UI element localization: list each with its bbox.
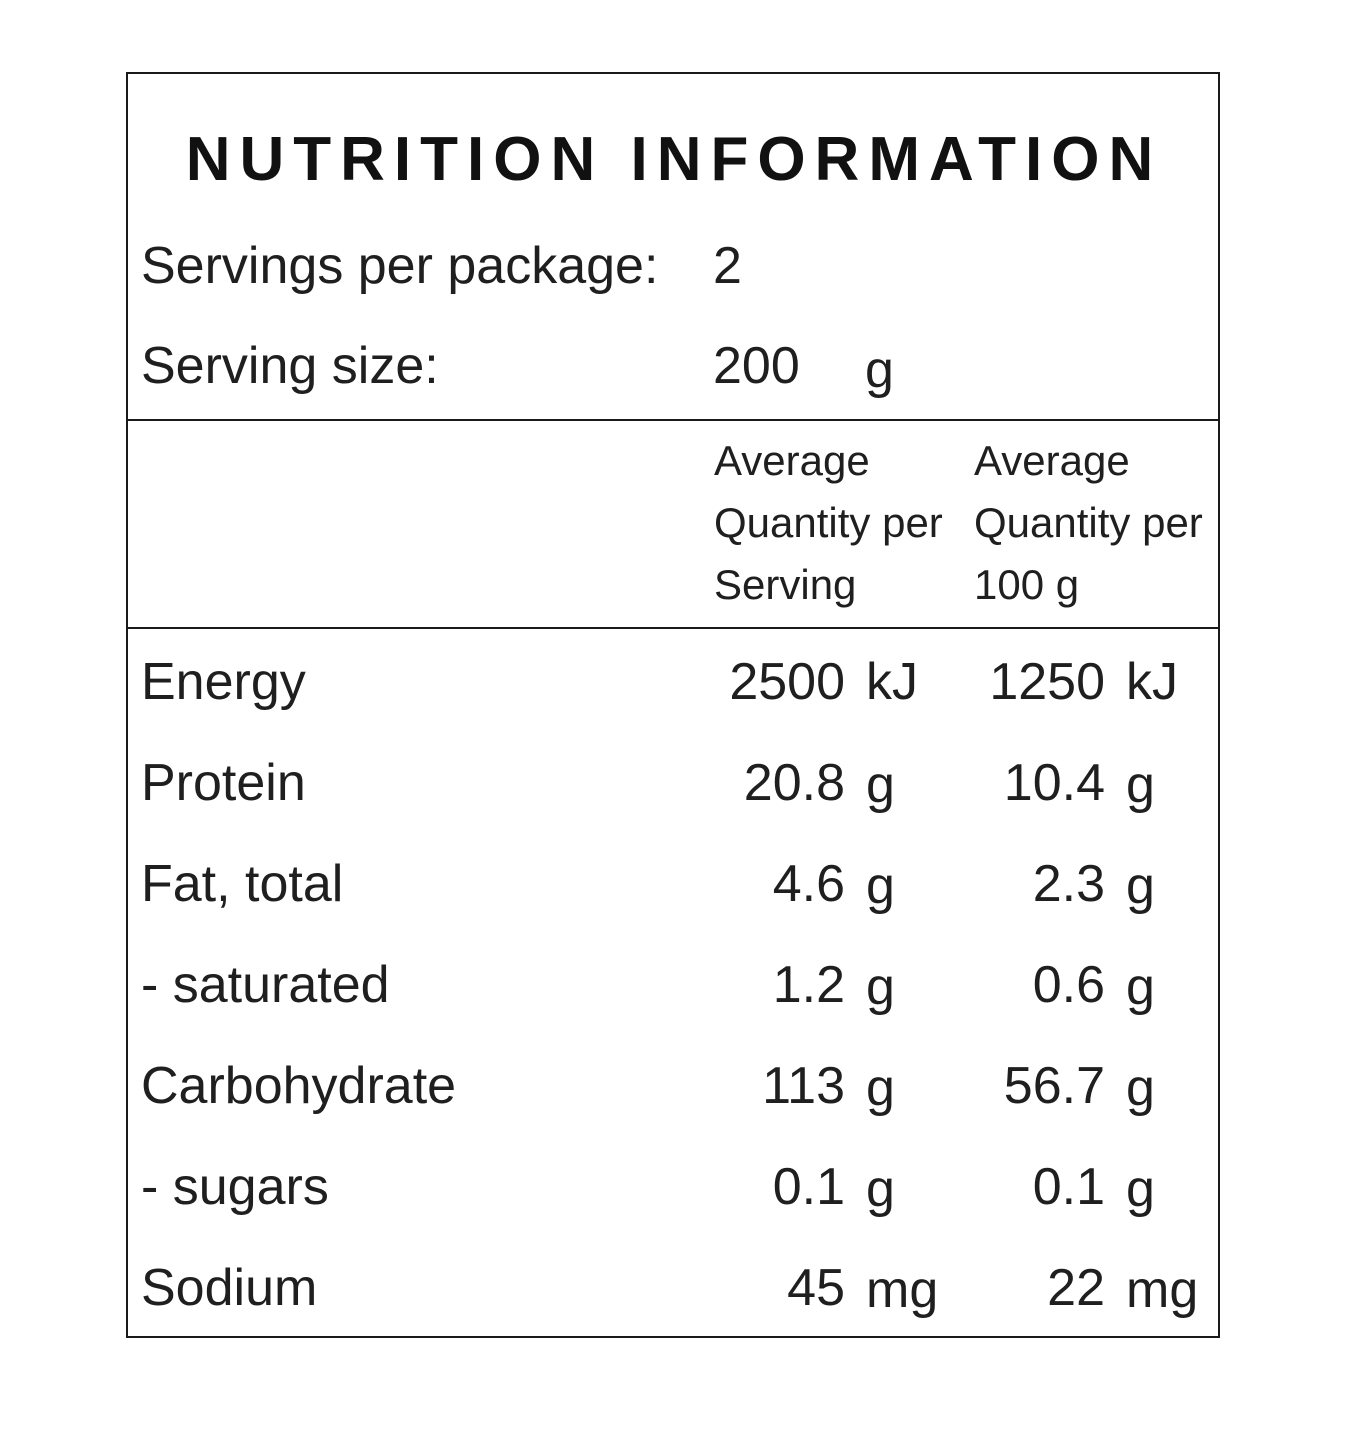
per-serving-value: 113: [762, 1057, 845, 1115]
nutrition-panel: [126, 72, 1220, 1338]
nutrient-name: Fat, total: [141, 855, 344, 913]
per-100g-unit: g: [1126, 958, 1155, 1016]
per-serving-unit: g: [866, 1059, 895, 1117]
serving-size-unit: g: [865, 341, 894, 399]
header-divider: [126, 419, 1220, 421]
per-100g-unit: g: [1126, 1059, 1155, 1117]
per-100g-value: 1250: [989, 653, 1105, 711]
per-serving-unit: g: [866, 958, 895, 1016]
per-serving-value: 2500: [729, 653, 845, 711]
per-100g-unit: g: [1126, 756, 1155, 814]
serving-size-value: 200: [713, 337, 800, 395]
per-100g-unit: kJ: [1126, 653, 1178, 711]
per-100g-unit: g: [1126, 1160, 1155, 1218]
nutrient-name: Protein: [141, 754, 306, 812]
per-serving-value: 1.2: [772, 956, 845, 1014]
per-serving-value: 4.6: [772, 855, 845, 913]
per-serving-header-line-1: Average: [714, 437, 870, 484]
per-100g-value: 0.1: [1032, 1158, 1105, 1216]
per-100g-header-line-3: 100 g: [974, 561, 1080, 608]
per-serving-value: 20.8: [743, 754, 845, 812]
per-100g-header-line-2: Quantity per: [974, 499, 1203, 546]
table-divider: [126, 627, 1220, 629]
per-serving-unit: mg: [866, 1261, 939, 1319]
per-serving-value: 0.1: [772, 1158, 845, 1216]
per-100g-unit: mg: [1126, 1261, 1199, 1319]
per-serving-unit: g: [866, 756, 895, 814]
per-100g-value: 56.7: [1003, 1057, 1105, 1115]
per-serving-unit: g: [866, 857, 895, 915]
per-100g-value: 22: [1047, 1259, 1105, 1317]
nutrient-name: - saturated: [141, 956, 390, 1014]
servings-per-package-label: Servings per package:: [141, 237, 659, 295]
per-100g-value: 2.3: [1032, 855, 1105, 913]
per-100g-header-line-1: Average: [974, 437, 1130, 484]
nutrient-name: Carbohydrate: [141, 1057, 457, 1115]
panel-title: NUTRITION INFORMATION: [185, 125, 1163, 194]
nutrient-name: - sugars: [141, 1158, 329, 1216]
per-100g-value: 10.4: [1003, 754, 1105, 812]
per-100g-value: 0.6: [1032, 956, 1105, 1014]
servings-per-package-value: 2: [713, 237, 742, 295]
per-serving-header-line-3: Serving: [714, 561, 857, 608]
nutrient-name: Energy: [141, 653, 306, 711]
per-100g-unit: g: [1126, 857, 1155, 915]
per-serving-unit: kJ: [866, 653, 918, 711]
serving-size-label: Serving size:: [141, 337, 439, 395]
per-serving-unit: g: [866, 1160, 895, 1218]
per-serving-header-line-2: Quantity per: [714, 499, 943, 546]
nutrient-name: Sodium: [141, 1259, 318, 1317]
per-serving-value: 45: [787, 1259, 845, 1317]
